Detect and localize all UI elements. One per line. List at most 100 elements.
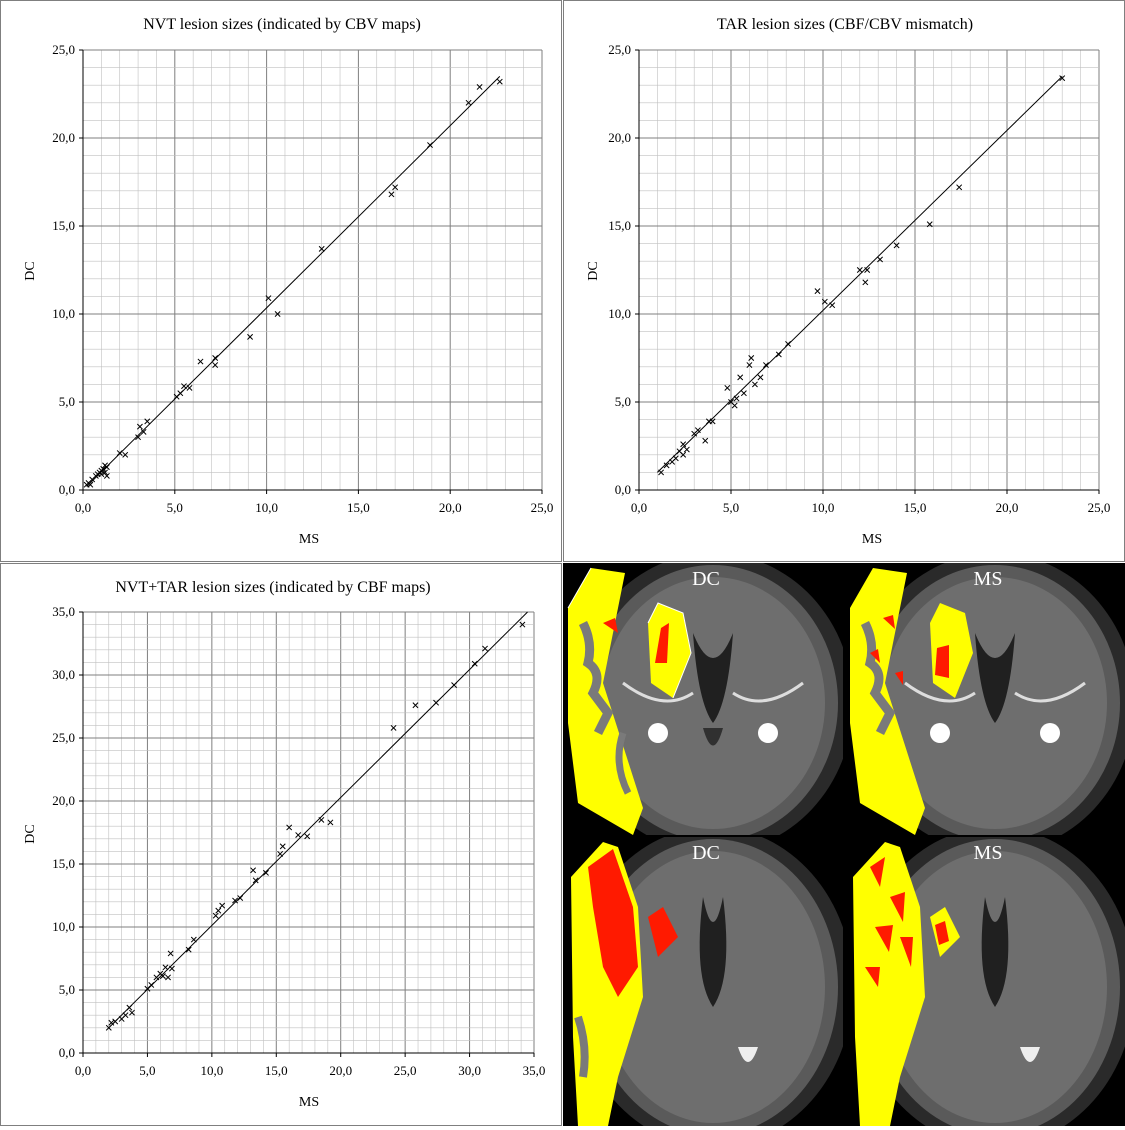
- data-point: [212, 362, 219, 368]
- data-point: [252, 877, 259, 884]
- y-tick-label: 20,0: [608, 130, 631, 145]
- data-point: [177, 390, 184, 397]
- data-point: [122, 1012, 129, 1019]
- data-point: [162, 964, 169, 971]
- data-point: [136, 423, 143, 430]
- data-point: [286, 824, 293, 831]
- data-point: [102, 469, 108, 476]
- data-point: [731, 402, 738, 409]
- data-point: [683, 446, 690, 453]
- data-point: [100, 465, 107, 472]
- y-tick-label: 10,0: [52, 919, 75, 934]
- data-point: [775, 351, 782, 358]
- chart-title: NVT+TAR lesion sizes (indicated by CBF m…: [115, 579, 430, 596]
- y-tick-label: 15,0: [52, 856, 75, 871]
- data-point: [318, 816, 325, 823]
- data-point: [103, 464, 110, 471]
- data-point: [757, 374, 764, 381]
- ct-scan-image: DC: [571, 837, 843, 1126]
- x-tick-label: 10,0: [255, 500, 278, 515]
- data-point: [680, 441, 687, 448]
- y-tick-label: 35,0: [52, 604, 75, 619]
- data-point: [167, 950, 174, 957]
- ct-scan-top-ms: MS: [845, 563, 1125, 835]
- data-point: [740, 390, 747, 397]
- data-point: [821, 298, 828, 305]
- data-point: [212, 355, 219, 361]
- data-point: [388, 191, 395, 198]
- data-point: [471, 660, 478, 667]
- data-point: [482, 645, 488, 652]
- data-point: [814, 288, 821, 295]
- scan-label: MS: [974, 568, 1003, 590]
- y-tick-label: 0,0: [59, 1045, 75, 1060]
- y-tick-label: 20,0: [52, 130, 75, 145]
- x-tick-label: 20,0: [996, 500, 1019, 515]
- trendline: [108, 611, 528, 1029]
- data-point: [304, 833, 311, 840]
- data-point: [412, 702, 419, 709]
- ct-scan-image: MS: [853, 837, 1125, 1126]
- data-point: [190, 936, 197, 943]
- data-point: [318, 245, 325, 252]
- data-point: [724, 384, 731, 391]
- x-tick-label: 20,0: [329, 1063, 352, 1078]
- scan-label: MS: [974, 842, 1003, 864]
- data-point: [215, 907, 222, 914]
- data-point: [98, 471, 105, 478]
- data-point: [451, 682, 458, 689]
- plot-area: 0,0 5,0 10,0 15,0 20,0 25,0 0,0 5,0 10,0 15,0 20,0…: [52, 42, 553, 515]
- data-point: [279, 843, 286, 850]
- y-axis-label: DC: [23, 261, 38, 280]
- trendline: [657, 76, 1063, 473]
- chart-nvt-cbv: NVT lesion sizes (indicated by CBV maps)…: [0, 0, 562, 562]
- ct-perfusion-image-grid: DC MS: [563, 563, 1125, 1126]
- x-tick-label: 15,0: [904, 500, 927, 515]
- y-axis-label: DC: [23, 824, 38, 843]
- y-axis-label: DC: [586, 261, 601, 280]
- data-point: [168, 965, 175, 972]
- data-point: [140, 428, 147, 435]
- y-tick-label: 20,0: [52, 793, 75, 808]
- data-point: [392, 184, 399, 191]
- data-point: [737, 374, 744, 381]
- data-point: [105, 1024, 112, 1031]
- data-point: [148, 982, 155, 988]
- data-point: [277, 850, 284, 857]
- x-tick-label: 5,0: [723, 500, 739, 515]
- y-tick-label: 25,0: [52, 730, 75, 745]
- scan-label: DC: [692, 842, 720, 864]
- data-point: [181, 383, 187, 390]
- data-point: [390, 724, 397, 731]
- x-tick-label: 25,0: [531, 500, 554, 515]
- data-point: [212, 912, 219, 919]
- data-point: [672, 455, 679, 462]
- plot-area: 0,0 5,0 10,0 15,0 20,0 25,0 0,0 5,0 10,0 15,0 20,0…: [608, 42, 1110, 515]
- data-point: [122, 451, 129, 458]
- data-point: [165, 974, 171, 981]
- x-tick-label: 20,0: [439, 500, 462, 515]
- data-point: [702, 437, 709, 444]
- y-tick-label: 30,0: [52, 667, 75, 682]
- y-tick-label: 25,0: [608, 42, 631, 57]
- data-point: [327, 819, 334, 826]
- x-tick-label: 30,0: [458, 1063, 481, 1078]
- x-tick-label: 10,0: [812, 500, 835, 515]
- data-point: [159, 973, 166, 980]
- x-axis-label: MS: [862, 532, 882, 547]
- data-point: [785, 340, 791, 347]
- data-point: [746, 362, 753, 368]
- chart-title: TAR lesion sizes (CBF/CBV mismatch): [717, 16, 973, 33]
- data-point: [265, 295, 272, 302]
- y-tick-label: 15,0: [608, 218, 631, 233]
- data-point: [519, 621, 526, 628]
- data-point: [709, 418, 716, 425]
- data-point: [126, 1004, 133, 1011]
- data-point: [956, 184, 963, 191]
- data-point: [129, 1009, 135, 1016]
- data-point: [476, 84, 483, 90]
- plot-area: 0,0 5,0 10,0 15,0 20,0 25,0 30,0 35,0 0,0 5,0 10,0…: [52, 604, 545, 1078]
- x-tick-label: 15,0: [265, 1063, 288, 1078]
- x-tick-label: 25,0: [394, 1063, 417, 1078]
- chart-tar-mismatch: TAR lesion sizes (CBF/CBV mismatch) MS D…: [563, 0, 1125, 562]
